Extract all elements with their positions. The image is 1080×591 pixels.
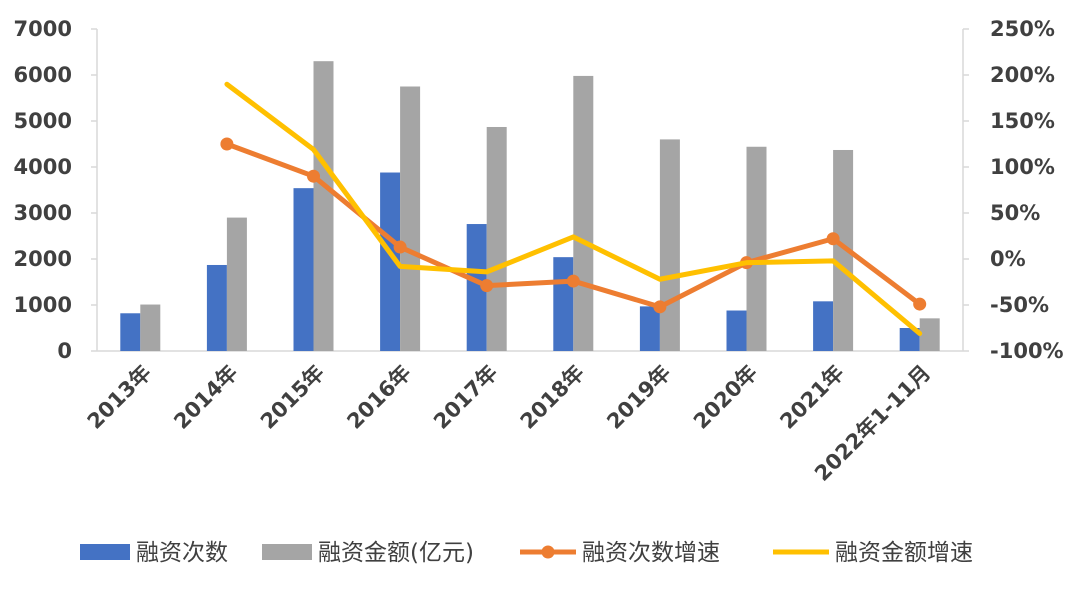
left-axis-tick-label: 1000 xyxy=(14,293,72,317)
line-series xyxy=(220,137,927,314)
data-point xyxy=(220,137,234,151)
bar xyxy=(726,310,747,351)
bar xyxy=(746,146,767,351)
bar xyxy=(899,328,920,351)
bar xyxy=(400,86,421,351)
x-axis-tick-label: 2016年 xyxy=(342,361,415,434)
left-axis-tick-label: 6000 xyxy=(14,63,72,87)
legend-label: 融资次数 xyxy=(136,540,228,566)
left-axis-tick-label: 2000 xyxy=(14,247,72,271)
x-axis-tick-label: 2014年 xyxy=(169,361,242,434)
bar xyxy=(293,188,314,351)
x-axis-tick-label: 2020年 xyxy=(689,361,762,434)
legend-item: 融资金额(亿元) xyxy=(262,540,474,566)
bar xyxy=(226,217,247,351)
bar xyxy=(486,126,507,351)
data-point xyxy=(826,232,840,246)
right-axis-tick-label: 150% xyxy=(990,109,1055,133)
legend-swatch xyxy=(262,544,312,560)
x-axis-tick-label: 2017年 xyxy=(429,361,502,434)
x-axis-tick-label: 2021年 xyxy=(775,361,848,434)
left-axis-tick-label: 7000 xyxy=(14,17,72,41)
right-axis-tick-label: 200% xyxy=(990,63,1055,87)
legend-label: 融资次数增速 xyxy=(582,540,720,566)
bar xyxy=(313,61,334,351)
chart-bars xyxy=(120,61,940,352)
data-point xyxy=(653,300,667,314)
right-axis-tick-label: 100% xyxy=(990,155,1055,179)
bar xyxy=(120,313,141,351)
legend-label: 融资金额增速 xyxy=(835,540,973,566)
left-axis-tick-label: 3000 xyxy=(14,201,72,225)
data-point xyxy=(307,169,320,183)
chart-legend: 融资次数 融资金额(亿元) 融资次数增速 融资金额增速 xyxy=(80,540,973,566)
bar xyxy=(573,75,594,352)
bar xyxy=(659,139,680,351)
right-axis-tick-label: 50% xyxy=(990,201,1040,225)
data-point xyxy=(913,297,927,311)
bar xyxy=(919,318,940,351)
chart-lines xyxy=(220,81,927,337)
bar xyxy=(639,306,660,351)
chart-axes: 0 1000 2000 3000 4000 5000 6000 7000 -100% -50% 0%… xyxy=(14,17,1064,363)
line-series xyxy=(224,81,923,337)
bar-series xyxy=(140,61,940,352)
right-axis-tick-label: -50% xyxy=(990,293,1049,317)
bar-series xyxy=(120,172,920,351)
series-line xyxy=(224,81,923,337)
left-axis-tick-label: 4000 xyxy=(14,155,72,179)
legend-marker xyxy=(541,545,555,559)
right-axis-tick-label: 250% xyxy=(990,17,1055,41)
left-axis-tick-label: 0 xyxy=(57,339,72,363)
bar xyxy=(813,301,834,351)
bar xyxy=(140,304,161,351)
right-axis-tick-label: 0% xyxy=(990,247,1026,271)
data-point xyxy=(480,279,494,293)
bar xyxy=(553,257,574,351)
left-axis-tick-label: 5000 xyxy=(14,109,72,133)
legend-item: 融资金额增速 xyxy=(773,540,973,566)
x-axis-tick-label: 2019年 xyxy=(602,361,675,434)
right-axis-tick-label: -100% xyxy=(990,339,1064,363)
x-axis-tick-label: 2018年 xyxy=(516,361,589,434)
x-axis-tick-label: 2015年 xyxy=(256,361,329,434)
bar xyxy=(380,172,401,351)
bar xyxy=(466,224,487,351)
bar xyxy=(206,264,227,351)
data-point xyxy=(566,274,580,288)
x-axis-tick-label: 2013年 xyxy=(83,361,156,434)
legend-item: 融资次数增速 xyxy=(520,540,720,566)
x-axis-tick-labels: 2013年 2014年 2015年 2016年 2017年 2018年 2019年 2020年… xyxy=(83,361,936,486)
legend-item: 融资次数 xyxy=(80,540,228,566)
legend-swatch xyxy=(80,544,130,560)
data-point xyxy=(393,240,407,254)
bar xyxy=(833,149,854,351)
legend-label: 融资金额(亿元) xyxy=(318,540,474,566)
